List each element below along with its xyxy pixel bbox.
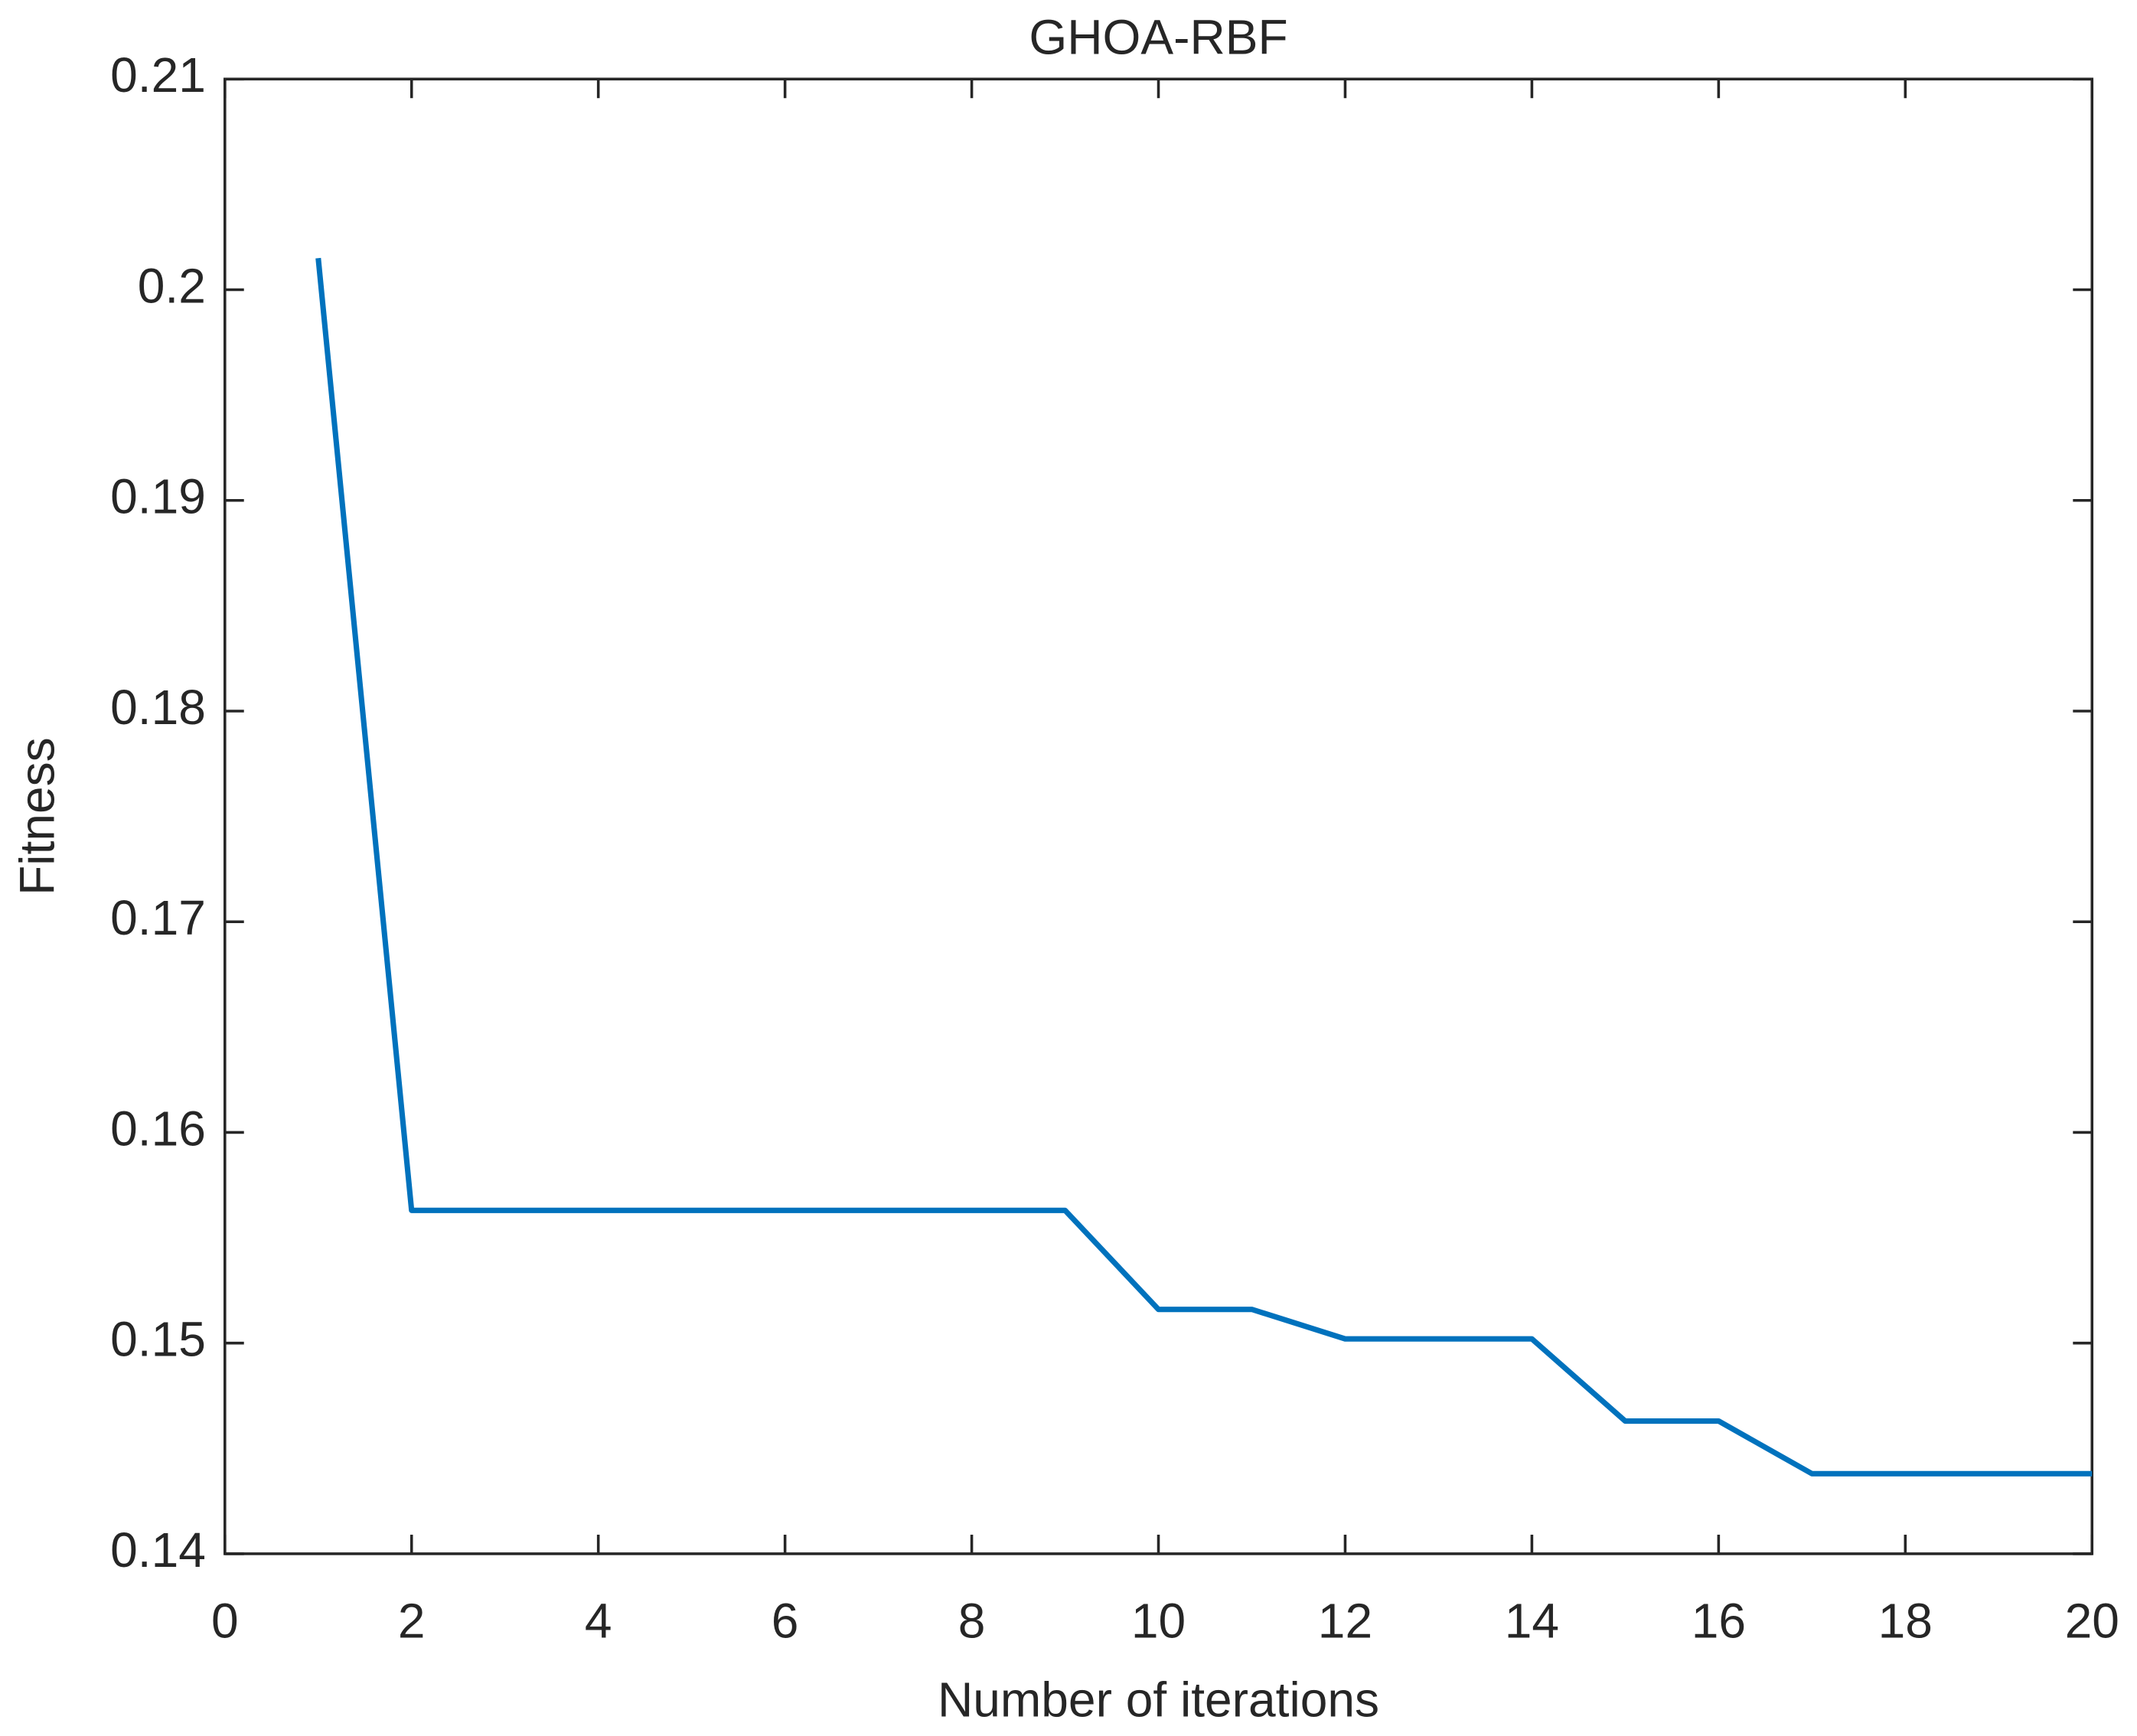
y-tick-label: 0.21	[110, 47, 206, 103]
x-tick-label: 0	[211, 1593, 239, 1648]
x-axis-label: Number of iterations	[938, 1672, 1379, 1728]
y-tick-label: 0.2	[138, 258, 206, 313]
x-tick-label: 16	[1692, 1593, 1746, 1648]
x-tick-label: 18	[1878, 1593, 1933, 1648]
x-tick-label: 20	[2065, 1593, 2119, 1648]
x-tick-label: 14	[1505, 1593, 1559, 1648]
y-tick-label: 0.15	[110, 1312, 206, 1367]
x-tick-label: 10	[1131, 1593, 1186, 1648]
x-tick-label: 6	[772, 1593, 799, 1648]
x-tick-label: 8	[958, 1593, 986, 1648]
y-tick-label: 0.18	[110, 680, 206, 735]
y-tick-label: 0.16	[110, 1101, 206, 1156]
x-tick-label: 4	[585, 1593, 612, 1648]
chart-title: GHOA-RBF	[1029, 9, 1287, 64]
y-tick-label: 0.19	[110, 469, 206, 524]
x-tick-label: 2	[398, 1593, 426, 1648]
y-tick-label: 0.14	[110, 1522, 206, 1578]
data-line	[315, 257, 2093, 1477]
y-tick-label: 0.17	[110, 890, 206, 945]
y-axis-label: Fitness	[9, 737, 64, 896]
x-tick-label: 12	[1318, 1593, 1372, 1648]
